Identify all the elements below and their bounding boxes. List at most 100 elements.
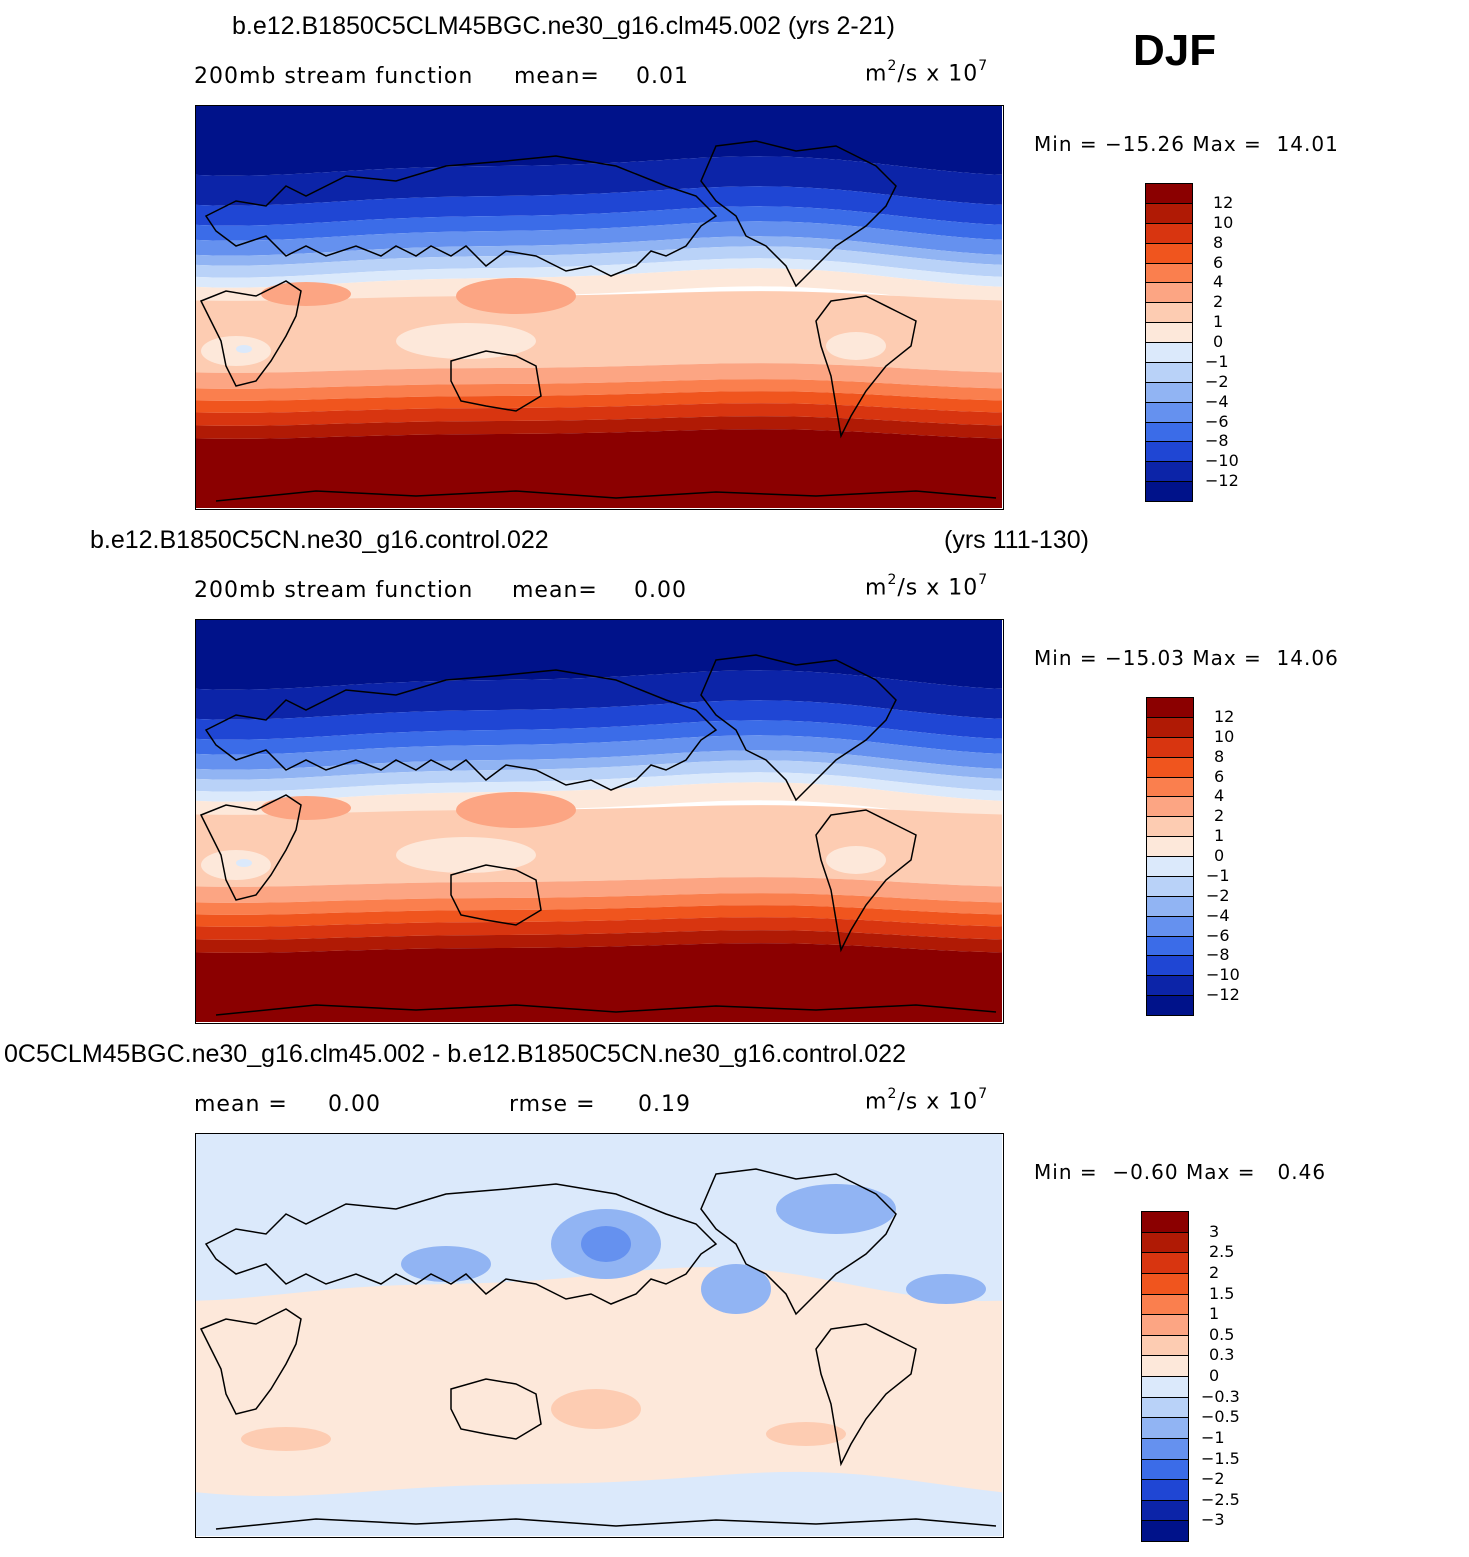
colorbar-swatch (1141, 1376, 1189, 1398)
colorbar-swatch (1146, 756, 1194, 778)
coastline (815, 295, 917, 439)
contour-band (196, 893, 1002, 915)
colorbar-swatch (1146, 776, 1194, 798)
contour-band (196, 291, 1002, 373)
panel-1-units: m2/s x 107 (865, 58, 989, 87)
panel-3-field (196, 1134, 1002, 1536)
colorbar-label: 12 (1213, 192, 1234, 212)
contour-band (826, 846, 886, 874)
panel-2-title-years: (yrs 111-130) (944, 526, 1089, 554)
colorbar-label: 10 (1214, 726, 1235, 746)
panel-1-field (196, 106, 1002, 508)
contour-band (196, 429, 1002, 508)
colorbar-label: 8 (1213, 232, 1224, 252)
contour-band (196, 416, 1002, 439)
contour-band (196, 1267, 1002, 1497)
panel-1-mean-label: mean= (514, 64, 600, 89)
colorbar-label: 1 (1209, 1304, 1220, 1324)
panel-2-units: m2/s x 107 (865, 572, 989, 601)
contour-band (196, 156, 1002, 206)
colorbar-label: −2 (1201, 1469, 1225, 1489)
colorbar-swatch (1141, 1417, 1189, 1439)
colorbar-swatch (1146, 736, 1194, 758)
colorbar-label: −10 (1206, 965, 1240, 985)
contour-band (196, 670, 1002, 720)
contour-band (401, 1246, 491, 1282)
colorbar-swatch (1145, 441, 1193, 463)
contour-band (196, 772, 1002, 802)
coastline (700, 1168, 897, 1316)
colorbar-swatch (1145, 461, 1193, 483)
colorbar-label: 0 (1209, 1366, 1220, 1385)
contour-band (551, 1389, 641, 1429)
colorbar-label: −4 (1205, 391, 1229, 411)
contour-band (196, 782, 1002, 820)
colorbar-swatch (1145, 381, 1193, 403)
colorbar-swatch (1141, 1231, 1189, 1254)
contour-band (201, 850, 271, 880)
colorbar-swatch (1141, 1396, 1189, 1419)
colorbar-label: −6 (1205, 411, 1229, 431)
colorbar-label: −1.5 (1201, 1448, 1240, 1468)
colorbar-swatch (1141, 1437, 1189, 1460)
panel-3-title: 0C5CLM45BGC.ne30_g16.clm45.002 - b.e12.B… (4, 1040, 906, 1068)
coastline (215, 1004, 997, 1016)
colorbar-label: −1 (1201, 1427, 1225, 1447)
contour-band (196, 363, 1002, 389)
panel-2-title: b.e12.B1850C5CN.ne30_g16.control.022 (90, 526, 549, 554)
colorbar-swatch (1145, 302, 1193, 324)
colorbar-label: 4 (1213, 272, 1224, 292)
colorbar-label: 1 (1214, 826, 1225, 846)
contour-band (196, 258, 1002, 288)
colorbar-label: −2 (1205, 371, 1229, 391)
colorbar-label: −12 (1205, 471, 1239, 491)
colorbar-label: 2 (1213, 292, 1224, 312)
colorbar-swatch (1145, 342, 1193, 363)
colorbar-swatch (1145, 262, 1193, 284)
colorbar-swatch (1145, 361, 1193, 383)
coastline (450, 864, 542, 926)
colorbar-swatch (1141, 1252, 1189, 1274)
colorbar-label: 4 (1214, 786, 1225, 806)
coastline (199, 794, 302, 901)
contour-band (456, 278, 576, 314)
colorbar-swatch (1145, 322, 1193, 343)
panel-3-colorbar: 3 2.5 2 1.5 1 0.5 0.3 0 −0.3 −0.5 −1 −1.5 −2 −2.5 −3 (1141, 1211, 1261, 1557)
panel-3-rmse-value: 0.19 (638, 1092, 691, 1117)
colorbar-label: −0.3 (1201, 1386, 1240, 1406)
coastline (199, 1308, 302, 1415)
colorbar-swatch (1141, 1334, 1189, 1357)
contour-band (196, 379, 1002, 401)
colorbar-swatch (1141, 1293, 1189, 1316)
contour-band (196, 877, 1002, 903)
contour-band (261, 282, 351, 306)
colorbar-label: −8 (1205, 431, 1229, 451)
colorbar-label: 3 (1209, 1221, 1220, 1241)
colorbar-swatch (1145, 481, 1193, 502)
colorbar-swatch (1141, 1355, 1189, 1377)
colorbar-swatch (1141, 1520, 1189, 1542)
panel-3-map (195, 1133, 1004, 1538)
colorbar-swatch (1141, 1272, 1189, 1295)
panel-1-colorbar: 12 10 8 6 4 2 1 0 −1 −2 −4 −6 −8 −10 −12 (1145, 183, 1265, 502)
coastline (815, 1323, 917, 1467)
colorbar-swatch (1145, 401, 1193, 423)
colorbar-swatch (1145, 242, 1193, 264)
colorbar-swatch (1145, 222, 1193, 244)
contour-band (456, 792, 576, 828)
panel-2-subtitle: 200mb stream function (194, 578, 474, 603)
contour-band (241, 1427, 331, 1451)
contour-band (196, 805, 1002, 887)
colorbar-swatch (1146, 836, 1194, 857)
coastline (199, 280, 302, 387)
colorbar-label: 2 (1209, 1262, 1220, 1282)
colorbar-label: 12 (1214, 706, 1235, 726)
colorbar-swatch (1141, 1499, 1189, 1522)
colorbar-label: 2 (1214, 806, 1225, 826)
colorbar-swatch (1145, 421, 1193, 443)
colorbar-label: −12 (1206, 985, 1240, 1005)
colorbar-label: −6 (1206, 925, 1230, 945)
colorbar-label: 0 (1213, 332, 1224, 351)
colorbar-label: 10 (1213, 212, 1234, 232)
panel-2-mean-value: 0.00 (634, 578, 687, 603)
